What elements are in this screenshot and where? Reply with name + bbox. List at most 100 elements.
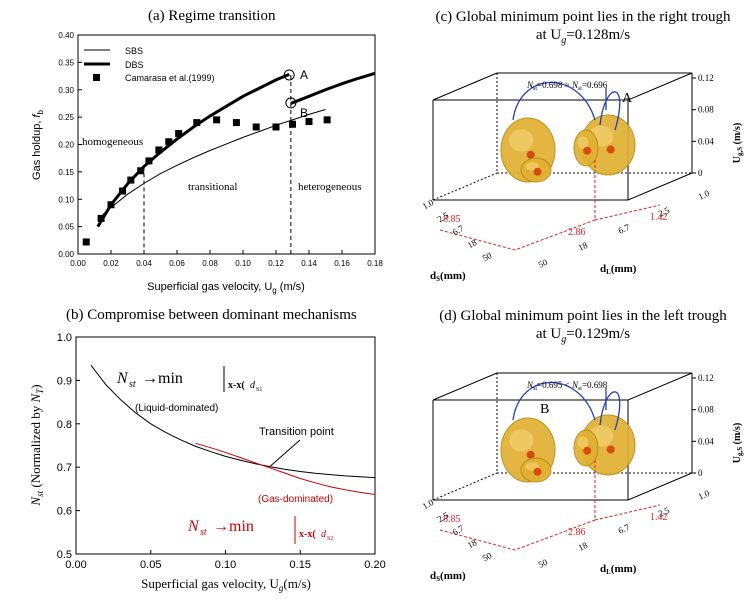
box-edge: [627, 472, 693, 501]
red-value-dl: 2.86: [568, 527, 586, 538]
gas-dominated-label: (Gas-dominated): [258, 494, 333, 505]
data-point-camarasa: [97, 214, 105, 222]
right-blob-inner-core: [583, 146, 592, 155]
y-tick-label: 0.05: [58, 223, 74, 232]
data-point-camarasa: [145, 157, 153, 165]
series-dbs-line: [290, 71, 376, 105]
chart-b-xlabel: Superficial gas velocity, Ug(m/s): [141, 576, 311, 593]
svg-text:st: st: [129, 379, 136, 390]
data-point-camarasa: [305, 118, 313, 126]
right-blob-inner-highlight: [577, 436, 589, 449]
point-a-marker: [283, 69, 295, 81]
y-tick-label: 0.20: [58, 141, 74, 150]
panel-c-title-line2: at Ug=0.128m/s: [535, 27, 631, 46]
svg-text:→min: →min: [142, 370, 183, 387]
box-edge: [627, 172, 693, 201]
data-point-camarasa: [155, 146, 163, 154]
dl-axis-label: dL(mm): [600, 263, 637, 276]
left-blob-highlight: [509, 429, 534, 452]
x-tick-label: 0.05: [140, 559, 161, 571]
x-tick-label: 0.16: [334, 259, 350, 268]
y-tick-label: 0.8: [57, 419, 72, 431]
blue-arrow-loop-1: [512, 82, 596, 121]
x-tick-label: 0.10: [235, 259, 251, 268]
point-label: B: [540, 402, 549, 417]
legend-camarasa-marker: [93, 74, 100, 81]
data-point-camarasa: [323, 116, 331, 124]
y-tick-label: 0.35: [58, 58, 74, 67]
z-tick-label: 0.04: [698, 136, 714, 146]
y-tick-label: 0.30: [58, 86, 74, 95]
dl-tick-label: 2.5: [657, 205, 672, 219]
red-value-ug: 1.42: [650, 212, 668, 223]
dl-tick-label: 2.5: [657, 505, 672, 519]
red-value-ds: 8.85: [443, 514, 461, 525]
chart-b-ylabel: Nst (Normalized by NT): [28, 384, 45, 506]
point-b-marker: [285, 97, 297, 109]
ds-axis-label: dS(mm): [430, 270, 466, 283]
data-point-camarasa: [107, 201, 115, 209]
y-tick-label: 0.40: [58, 31, 74, 40]
z-tick-label: 0.12: [698, 73, 714, 83]
x-tick-label: 0.20: [364, 559, 385, 571]
red-guide: [594, 504, 661, 521]
z-tick-label: 0: [698, 468, 703, 478]
y-tick-label: 0.5: [57, 549, 72, 561]
panel-a-title: (a) Regime transition: [148, 8, 276, 24]
red-value-ds: 8.85: [443, 214, 461, 225]
box-group: 8.85 2.86 1.42 Nst=0.695 < Nst=0.698 B 0.12 0.…: [421, 372, 744, 583]
red-guide: [514, 219, 596, 251]
point-label: A: [622, 91, 633, 106]
y-tick-label: 0.9: [57, 375, 72, 387]
y-tick-label: 0.7: [57, 462, 72, 474]
legend-camarasa-label: Camarasa et al.(1999): [125, 73, 215, 83]
svg-text:d: d: [250, 380, 256, 391]
data-point-camarasa: [137, 167, 145, 175]
blue-arrow-loop-2: [599, 391, 621, 431]
x-tick-label: 0.14: [301, 259, 317, 268]
data-point-camarasa: [289, 120, 296, 128]
panel-d-title-line2: at Ug=0.129m/s: [535, 326, 631, 345]
data-point-camarasa: [119, 187, 127, 195]
right-blob-core: [606, 145, 615, 154]
svg-text:N: N: [116, 370, 129, 387]
right-blob-inner-highlight: [577, 136, 589, 149]
chart-b-marks: [90, 364, 376, 496]
box-edge: [432, 72, 498, 101]
data-point-camarasa: [175, 130, 183, 138]
series-liquid-dominated-line: [90, 364, 376, 479]
svg-text:S1: S1: [256, 387, 262, 393]
svg-text:N: N: [187, 518, 200, 535]
data-point-camarasa: [272, 123, 280, 131]
liquid-equation: N st →min x-x( d S1: [116, 366, 262, 393]
red-guide: [514, 519, 596, 551]
z-tick-label: 0.08: [698, 105, 714, 115]
chart-a-marks: [82, 69, 376, 254]
y-tick-label: 1.0: [57, 332, 72, 344]
y-tick-label: 0.00: [58, 250, 74, 259]
left-blob-lower-core: [533, 167, 542, 176]
dl-tick-label: 50: [537, 557, 550, 570]
series-sbs-line: [102, 108, 326, 215]
region-heterogeneous: heterogeneous: [298, 181, 362, 193]
z-tick-label: 0.08: [698, 405, 714, 415]
point-b-label: B: [300, 106, 308, 120]
panel-c-title-line1: (c) Global minimum point lies in the rig…: [435, 9, 731, 25]
left-blob-core: [526, 150, 535, 159]
svg-text:d: d: [321, 529, 327, 540]
right-blob-inner-core: [583, 446, 592, 455]
y-tick-label: 0.25: [58, 113, 74, 122]
chart-a-frame: 0.00 0.02 0.04 0.06 0.08 0.10 0.12 0.14 0.16 0.18…: [58, 31, 383, 268]
z-tick-label: 0.04: [698, 436, 714, 446]
data-point-camarasa: [127, 176, 135, 184]
x-tick-label: 0.08: [202, 259, 218, 268]
data-point-camarasa: [232, 119, 240, 127]
box-edge-hidden: [432, 472, 498, 501]
box-edge-hidden: [432, 172, 498, 201]
svg-text:x-x(: x-x(: [299, 529, 316, 540]
y-tick-label: 0.6: [57, 506, 72, 518]
dl-tick-label: 6.7: [617, 522, 632, 536]
box-edge: [432, 372, 498, 401]
right-blob-core: [606, 445, 615, 454]
